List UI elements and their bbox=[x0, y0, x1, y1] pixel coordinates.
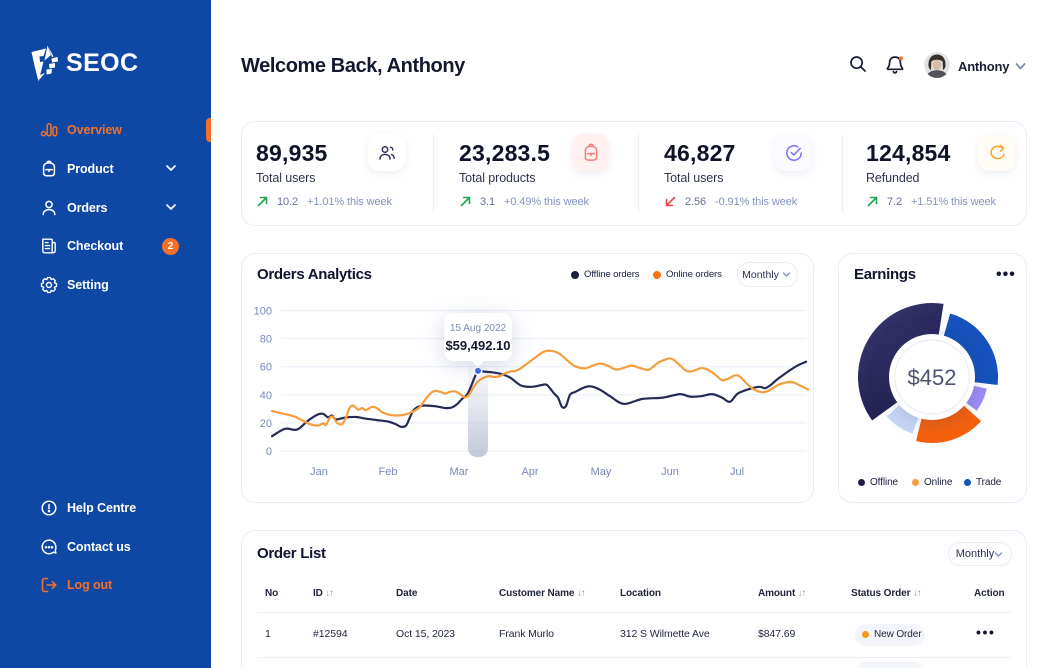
svg-text:Feb: Feb bbox=[379, 466, 398, 478]
svg-text:Jul: Jul bbox=[730, 466, 744, 478]
svg-text:100: 100 bbox=[254, 306, 272, 318]
svg-text:Apr: Apr bbox=[521, 466, 538, 478]
svg-text:May: May bbox=[591, 466, 612, 478]
svg-text:40: 40 bbox=[260, 390, 272, 402]
svg-text:Mar: Mar bbox=[450, 466, 469, 478]
svg-text:Jun: Jun bbox=[661, 466, 679, 478]
svg-text:80: 80 bbox=[260, 334, 272, 346]
svg-text:$59,492.10: $59,492.10 bbox=[445, 338, 510, 353]
svg-text:Jan: Jan bbox=[310, 466, 328, 478]
svg-text:15 Aug 2022: 15 Aug 2022 bbox=[450, 323, 507, 334]
svg-text:60: 60 bbox=[260, 362, 272, 374]
svg-text:$452: $452 bbox=[908, 365, 957, 390]
svg-text:20: 20 bbox=[260, 418, 272, 430]
svg-text:0: 0 bbox=[266, 446, 272, 458]
